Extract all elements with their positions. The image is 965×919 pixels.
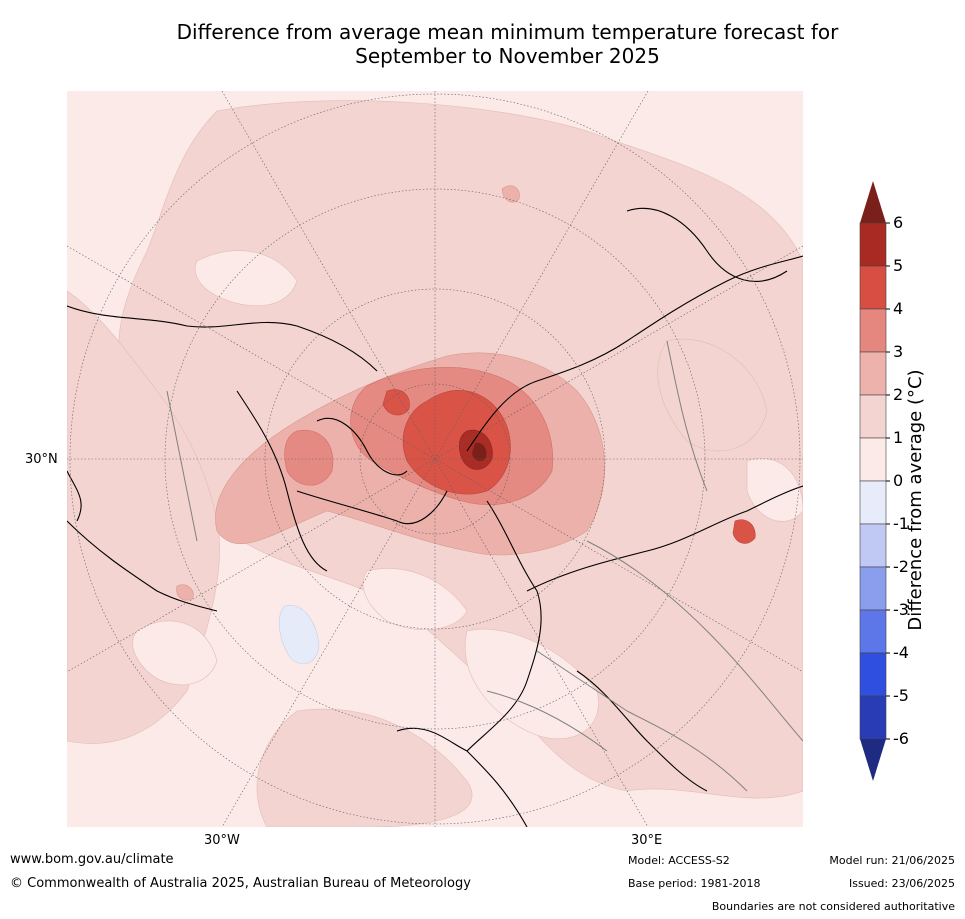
base-period-text: Base period: 1981-2018 — [628, 877, 761, 890]
colorbar — [859, 181, 890, 781]
colorbar-label: Difference from average (°C) — [905, 369, 926, 631]
colorbar-tick-label: -1 — [893, 514, 909, 533]
colorbar-tick-label: -2 — [893, 557, 909, 576]
lon-label-30w: 30°W — [204, 833, 240, 848]
colorbar-tick-label: 2 — [893, 385, 904, 404]
polar-map — [67, 91, 803, 827]
coastlines — [67, 207, 803, 827]
colorbar-extend-top — [860, 181, 886, 223]
colorbar-tick-label: 5 — [893, 256, 904, 275]
website-link[interactable]: www.bom.gov.au/climate — [10, 852, 174, 867]
graticule — [67, 91, 803, 827]
colorbar-tick-label: -5 — [893, 686, 909, 705]
colorbar-band — [859, 308, 887, 353]
colorbar-band — [859, 437, 887, 482]
lon-label-30e: 30°E — [631, 833, 663, 848]
anomaly-band-minus1-0 — [278, 604, 320, 665]
model-run-text: Model run: 21/06/2025 — [829, 854, 955, 867]
colorbar-band — [859, 609, 887, 654]
map-canvas — [67, 91, 803, 827]
anomaly-band-above-6 — [472, 442, 487, 462]
title-line-2: September to November 2025 — [355, 44, 660, 68]
chart-title: Difference from average mean minimum tem… — [0, 20, 965, 68]
anomaly-band-0-1-patches — [132, 250, 803, 740]
colorbar-band — [859, 394, 887, 439]
colorbar-band — [859, 523, 887, 568]
colorbar-band — [859, 480, 887, 525]
title-line-1: Difference from average mean minimum tem… — [176, 20, 839, 44]
colorbar-band — [859, 566, 887, 611]
colorbar-tick-label: 0 — [893, 471, 904, 490]
colorbar-tick-label: 4 — [893, 299, 904, 318]
colorbar-tick-label: -6 — [893, 729, 909, 748]
country-borders — [166, 340, 803, 792]
colorbar-tick-label: -4 — [893, 643, 909, 662]
colorbar-tick-label: -3 — [893, 600, 909, 619]
copyright-text: © Commonwealth of Australia 2025, Austra… — [10, 876, 471, 891]
colorbar-tick-label: 6 — [893, 213, 904, 232]
colorbar-extend-bottom — [860, 739, 886, 781]
disclaimer-text: Boundaries are not considered authoritat… — [711, 900, 955, 913]
colorbar-band — [859, 695, 887, 740]
model-text: Model: ACCESS-S2 — [628, 854, 730, 867]
colorbar-band — [859, 652, 887, 697]
colorbar-tick-label: 1 — [893, 428, 904, 447]
lat-label-30n: 30°N — [25, 452, 58, 467]
colorbar-band — [859, 351, 887, 396]
colorbar-band — [859, 265, 887, 310]
colorbar-band — [859, 222, 887, 267]
colorbar-tick-label: 3 — [893, 342, 904, 361]
issued-text: Issued: 23/06/2025 — [848, 877, 955, 890]
